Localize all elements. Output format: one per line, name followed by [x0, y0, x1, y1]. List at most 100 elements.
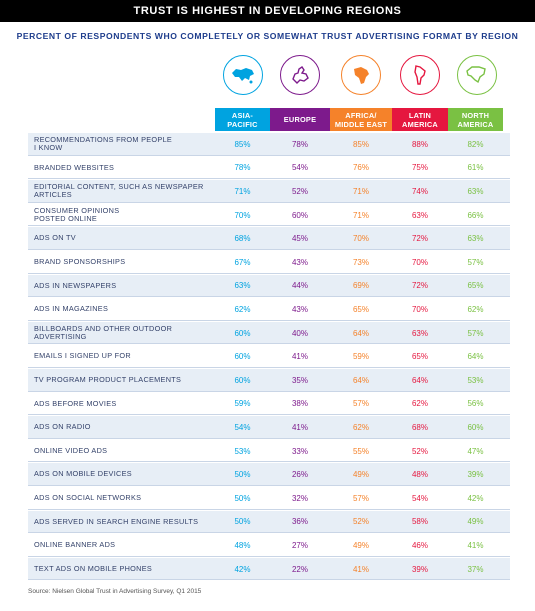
cell-value: 39% [467, 470, 484, 480]
cell-value: 42% [234, 564, 251, 574]
cell-value: 63% [467, 234, 484, 244]
north-america-map-icon [457, 55, 497, 95]
cell-value: 64% [352, 375, 369, 385]
table-row: ONLINE VIDEO ADS 53% 33% 55% 52% 47% [28, 440, 510, 463]
cell-value: 85% [352, 139, 369, 149]
cell-value: 48% [411, 470, 428, 480]
cell-value: 65% [352, 304, 369, 314]
cell-value: 43% [291, 304, 308, 314]
cell-value: 68% [411, 422, 428, 432]
cell-value: 63% [411, 210, 428, 220]
header-north-america: NORTH AMERICA [448, 108, 503, 131]
table-row: ADS IN NEWSPAPERS 63% 44% 69% 72% 65% [28, 274, 510, 298]
cell-value: 59% [234, 399, 251, 409]
table-row: EMAILS I SIGNED UP FOR 60% 41% 59% 65% 64% [28, 345, 510, 368]
cell-value: 71% [352, 210, 369, 220]
row-label: TEXT ADS ON MOBILE PHONES [34, 563, 153, 573]
cell-value: 46% [411, 540, 428, 550]
cell-value: 66% [467, 210, 484, 220]
row-divider [28, 248, 510, 250]
cell-value: 50% [234, 493, 251, 503]
row-label: ADS ON SOCIAL NETWORKS [34, 493, 142, 502]
cell-value: 35% [291, 375, 308, 385]
cell-value: 52% [411, 446, 428, 456]
africa-map-icon [341, 55, 381, 95]
cell-value: 49% [352, 540, 369, 550]
cell-value: 54% [234, 422, 251, 432]
cell-value: 45% [291, 234, 308, 244]
cell-value: 32% [291, 493, 308, 503]
cell-value: 70% [234, 210, 251, 220]
cell-value: 64% [352, 328, 369, 338]
row-label: ADS IN NEWSPAPERS [34, 280, 117, 290]
page-title: TRUST IS HIGHEST IN DEVELOPING REGIONS [0, 0, 535, 22]
cell-value: 60% [234, 328, 251, 338]
row-label: ADS SERVED IN SEARCH ENGINE RESULTS [34, 516, 199, 526]
row-label: TV PROGRAM PRODUCT PLACEMENTS [34, 375, 182, 384]
row-label: EMAILS I SIGNED UP FOR [34, 351, 131, 361]
header-europe: EUROPE [270, 108, 330, 131]
cell-value: 71% [352, 186, 369, 196]
chart-subtitle: PERCENT OF RESPONDENTS WHO COMPLETELY OR… [16, 31, 519, 41]
cell-value: 65% [411, 352, 428, 362]
row-divider [28, 414, 510, 416]
cell-value: 49% [467, 517, 484, 527]
cell-value: 70% [352, 234, 369, 244]
row-divider [28, 296, 510, 298]
cell-value: 68% [234, 234, 251, 244]
cell-value: 57% [467, 257, 484, 267]
cell-value: 55% [352, 446, 369, 456]
cell-value: 22% [291, 564, 308, 574]
asia-map-icon [223, 55, 263, 95]
cell-value: 58% [411, 517, 428, 527]
table-row: RECOMMENDATIONS FROM PEOPLE I KNOW 85% 78%… [28, 133, 510, 156]
row-label: BRANDED WEBSITES [34, 162, 115, 172]
europe-map-icon [280, 55, 320, 95]
cell-value: 70% [411, 304, 428, 314]
cell-value: 38% [291, 399, 308, 409]
table-row: ADS ON TV 68% 45% 70% 72% 63% [28, 227, 510, 250]
cell-value: 53% [467, 375, 484, 385]
row-label: ADS ON RADIO [34, 422, 91, 432]
row-divider [28, 508, 510, 510]
row-label: ONLINE VIDEO ADS [34, 445, 108, 455]
cell-value: 72% [411, 281, 428, 291]
cell-value: 62% [352, 422, 369, 432]
cell-value: 59% [352, 352, 369, 362]
row-divider [28, 437, 510, 439]
cell-value: 40% [291, 328, 308, 338]
cell-value: 65% [467, 281, 484, 291]
table-row: ADS SERVED IN SEARCH ENGINE RESULTS 50% 36… [28, 510, 510, 534]
row-label: RECOMMENDATIONS FROM PEOPLE I KNOW [34, 134, 173, 153]
cell-value: 26% [291, 470, 308, 480]
cell-value: 64% [411, 375, 428, 385]
cell-value: 57% [352, 399, 369, 409]
cell-value: 62% [411, 399, 428, 409]
row-divider [28, 319, 510, 321]
row-label: ADS ON TV [34, 233, 76, 243]
row-label: BILLBOARDS AND OTHER OUTDOOR ADVERTISING [34, 323, 173, 342]
cell-value: 36% [291, 517, 308, 527]
cell-value: 37% [467, 564, 484, 574]
cell-value: 88% [411, 139, 428, 149]
row-divider [28, 225, 510, 227]
row-label: ONLINE BANNER ADS [34, 540, 116, 550]
table-row: EDITORIAL CONTENT, SUCH AS NEWSPAPER ART… [28, 180, 510, 203]
cell-value: 44% [291, 281, 308, 291]
cell-value: 82% [467, 139, 484, 149]
cell-value: 60% [291, 210, 308, 220]
cell-value: 49% [352, 470, 369, 480]
cell-value: 56% [467, 399, 484, 409]
cell-value: 41% [352, 564, 369, 574]
cell-value: 50% [234, 517, 251, 527]
cell-value: 76% [352, 163, 369, 173]
cell-value: 41% [291, 352, 308, 362]
cell-value: 69% [352, 281, 369, 291]
cell-value: 41% [467, 540, 484, 550]
cell-value: 57% [352, 493, 369, 503]
cell-value: 64% [467, 352, 484, 362]
row-divider [28, 343, 510, 345]
row-divider [28, 154, 510, 156]
cell-value: 70% [411, 257, 428, 267]
row-label: CONSUMER OPINIONS POSTED ONLINE [34, 205, 120, 224]
